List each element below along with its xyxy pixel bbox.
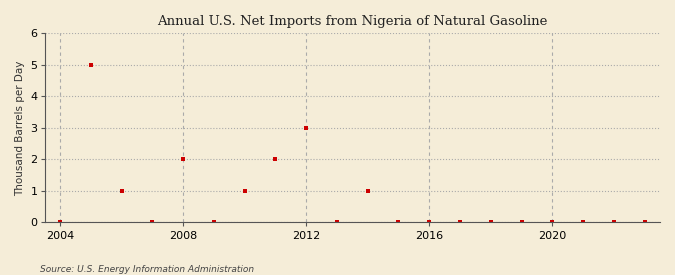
Title: Annual U.S. Net Imports from Nigeria of Natural Gasoline: Annual U.S. Net Imports from Nigeria of …: [157, 15, 547, 28]
Y-axis label: Thousand Barrels per Day: Thousand Barrels per Day: [15, 60, 25, 196]
Text: Source: U.S. Energy Information Administration: Source: U.S. Energy Information Administ…: [40, 265, 254, 274]
